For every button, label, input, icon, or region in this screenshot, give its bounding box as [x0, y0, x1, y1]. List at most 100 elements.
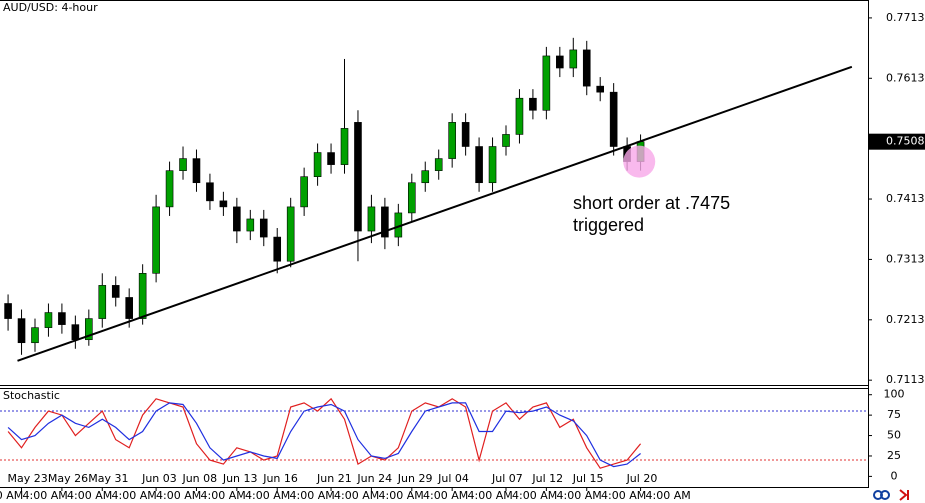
x-tick-label: Jun 03: [141, 472, 177, 485]
x-tick-label: May 23: [8, 472, 48, 485]
y-tick-label: 0.7713: [886, 11, 925, 24]
candle-body: [367, 206, 376, 232]
candle-body: [502, 134, 510, 147]
trendline: [17, 65, 853, 362]
candle-body: [542, 55, 551, 111]
annotation: short order at .7475: [573, 193, 730, 213]
candle-body: [475, 146, 483, 184]
candle-body: [165, 170, 174, 208]
time-label: 4:00 AM: [245, 489, 290, 502]
candle-body: [58, 312, 66, 325]
candle-body: [434, 158, 443, 171]
stochastic-panel: [0, 397, 868, 469]
scroll-end-icon[interactable]: [899, 489, 909, 501]
candle-body: [313, 152, 322, 177]
price-panel: [4, 37, 853, 362]
time-label: 4:00 AM: [23, 489, 68, 502]
candle-body: [246, 218, 255, 232]
x-tick-label: Jul 04: [437, 472, 469, 485]
chart-title: AUD/USD: 4-hour: [3, 1, 98, 14]
last-price-box: [869, 133, 925, 150]
time-label: 4:00 AM: [557, 489, 602, 502]
candle-body: [448, 122, 456, 159]
candle-body: [300, 176, 308, 208]
candle-body: [569, 49, 578, 69]
candle-body: [125, 297, 133, 319]
candle-body: [31, 327, 39, 344]
y-tick-label: 50: [887, 429, 901, 442]
y-tick-label: 75: [887, 408, 901, 421]
x-tick-label: Jun 08: [181, 472, 217, 485]
x-tick-label: Jul 20: [626, 472, 658, 485]
x-tick-label: May 31: [88, 472, 128, 485]
candle-body: [179, 158, 187, 171]
candle-body: [85, 318, 93, 341]
y-tick-label: 0.7613: [886, 71, 925, 84]
time-label: 4:00 AM: [646, 489, 691, 502]
y-tick-label: 0: [891, 469, 898, 482]
candle-body: [488, 146, 497, 184]
stochastic-line: [7, 402, 641, 468]
link-icon[interactable]: [880, 490, 890, 500]
x-tick-label: May 26: [48, 472, 88, 485]
candle-body: [461, 122, 470, 147]
candle-body: [421, 170, 430, 184]
x-tick-label: Jul 07: [491, 472, 523, 485]
candle-body: [340, 128, 349, 165]
y-tick-label: 0.7213: [886, 313, 925, 326]
time-label: 4:00 AM: [290, 489, 335, 502]
time-label: 4:00 AM: [201, 489, 246, 502]
candle-body: [111, 285, 120, 298]
indicator-title: Stochastic: [3, 389, 60, 402]
y-tick-label: 0.7113: [886, 373, 925, 386]
candle-body: [273, 236, 282, 262]
candle-body: [259, 218, 268, 238]
highlight: [623, 145, 656, 178]
time-label: 4:00 AM: [112, 489, 157, 502]
candle-body: [44, 312, 53, 328]
time-label: 4:00 AM: [468, 489, 513, 502]
toolbar-icons: [873, 489, 909, 501]
time-label: 4:00 AM: [0, 489, 23, 502]
y-tick-label: 0.7413: [886, 192, 925, 205]
x-tick-label: Jun 29: [397, 472, 433, 485]
y-tick-label: 25: [887, 449, 901, 462]
y-tick-label: 0.7313: [886, 252, 925, 265]
candle-body: [381, 206, 389, 238]
candle-body: [233, 206, 241, 232]
candle-body: [17, 318, 26, 344]
candle-body: [71, 324, 80, 341]
annotation: triggered: [573, 215, 644, 235]
stochastic-line: [7, 397, 642, 469]
x-tick-label: Jun 24: [356, 472, 392, 485]
x-tick-label: Jul 12: [531, 472, 563, 485]
y-tick-label: 100: [884, 388, 905, 401]
candle-body: [515, 97, 524, 135]
candle-body: [327, 152, 335, 165]
x-tick-label: Jun 16: [262, 472, 298, 485]
x-tick-label: Jun 13: [222, 472, 258, 485]
time-label: 4:00 AM: [512, 489, 557, 502]
candle-body: [219, 200, 228, 208]
time-label: 4:00 AM: [156, 489, 201, 502]
last-price-label: 0.7508: [886, 135, 925, 148]
candle-body: [354, 122, 362, 232]
candle-body: [152, 206, 160, 274]
time-label: 4:00 AM: [423, 489, 468, 502]
candle-body: [286, 206, 295, 262]
candle-body: [556, 55, 564, 69]
x-tick-label: Jun 21: [316, 472, 352, 485]
candle-body: [582, 49, 591, 87]
candle-body: [529, 97, 537, 111]
candle-body: [98, 285, 107, 319]
candle-body: [609, 91, 618, 147]
x-tick-label: Jul 15: [572, 472, 604, 485]
time-label: 4:00 AM: [334, 489, 379, 502]
time-label: 4:00 AM: [601, 489, 646, 502]
candle-body: [206, 182, 214, 202]
time-label: 4:00 AM: [67, 489, 112, 502]
candle-body: [596, 85, 604, 93]
candle-body: [4, 303, 12, 319]
